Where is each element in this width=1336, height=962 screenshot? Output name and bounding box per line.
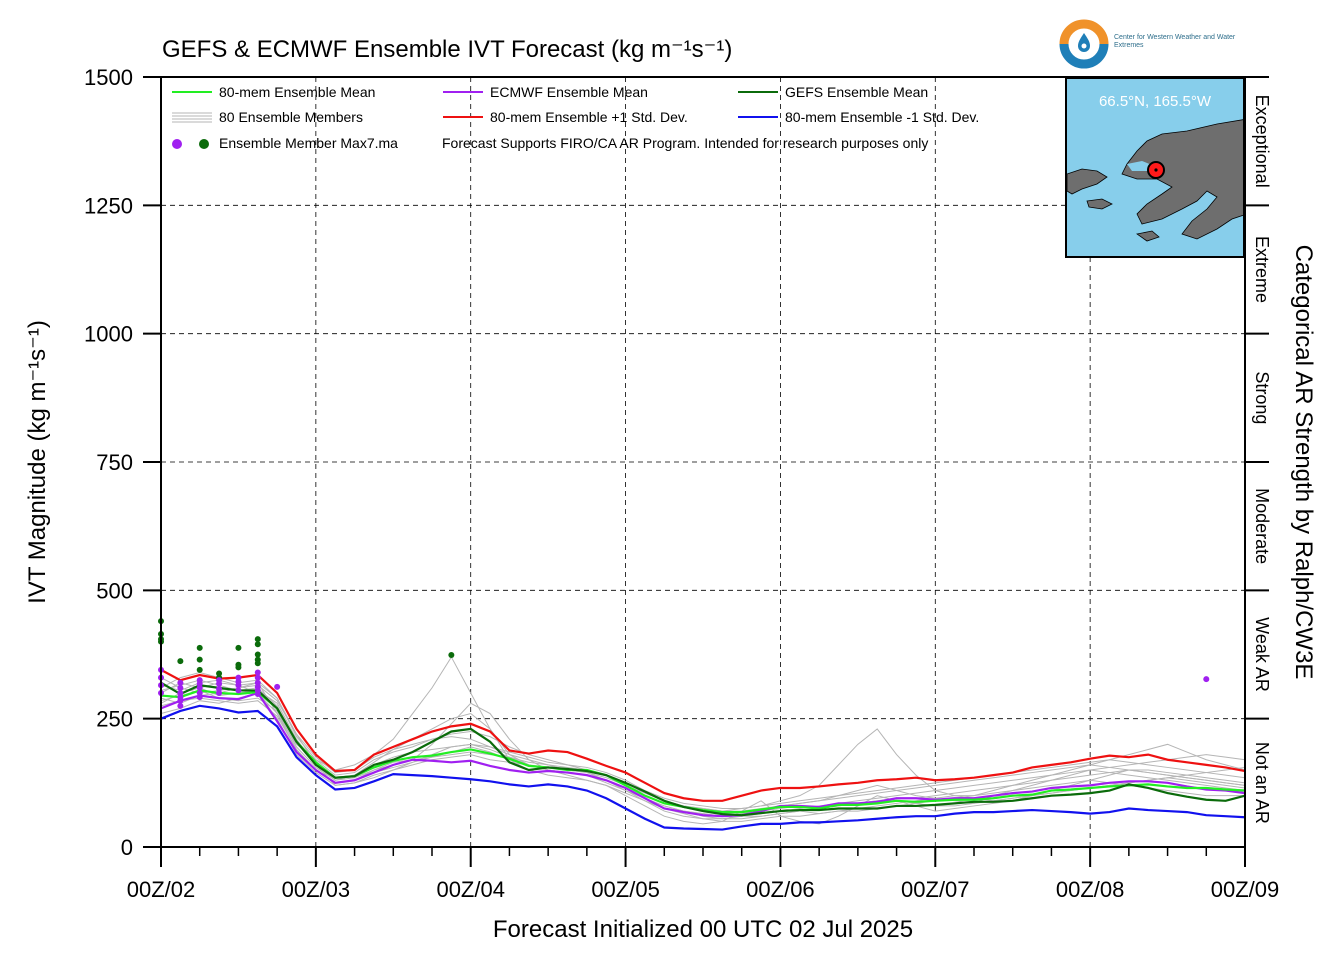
max-marker [177, 690, 184, 696]
y-tick-label: 1000 [84, 322, 133, 347]
ensemble-member-line [160, 671, 1246, 820]
ensemble-member-line [160, 679, 1246, 812]
category-label: Not an AR [1252, 742, 1272, 824]
category-bands: Not an AR Weak AR Moderate Strong Extreme Exc… [1245, 76, 1272, 824]
max-marker [177, 702, 184, 709]
max-marker [448, 652, 455, 659]
y-tick-label: 250 [96, 707, 133, 732]
location-inset-map: 66.5°N, 165.5°W [1065, 77, 1245, 258]
ensemble-member-line [160, 677, 1246, 817]
max-marker [216, 690, 223, 696]
legend-members-swatch [172, 112, 212, 123]
max-marker [216, 680, 223, 687]
max-marker [235, 644, 242, 651]
ensemble-member-line [160, 656, 1246, 825]
y-tick-label: 500 [96, 578, 133, 603]
y-tick-label: 1250 [84, 193, 133, 218]
max-marker [196, 684, 203, 691]
max-markers [158, 618, 1210, 709]
max-marker [196, 656, 203, 663]
legend-max-ecmwf-dot [172, 139, 182, 149]
y-tick-label: 750 [96, 450, 133, 475]
max-marker [254, 691, 261, 698]
max-marker [254, 660, 261, 667]
max-marker [1203, 676, 1210, 683]
chart-title: GEFS & ECMWF Ensemble IVT Forecast (kg m… [162, 36, 732, 63]
legend-note: Forecast Supports FIRO/CA AR Program. In… [442, 135, 928, 151]
max-marker [254, 669, 261, 676]
category-label: Weak AR [1252, 617, 1272, 692]
axes: 0 250 500 750 1000 1250 1500 00Z/02 00Z/03 00Z/04… [84, 65, 1279, 902]
max-marker [177, 658, 184, 665]
x-tick-label: 00Z/09 [1211, 877, 1280, 902]
series-line [160, 668, 1246, 802]
x-tick-label: 00Z/02 [127, 877, 196, 902]
x-tick-label: 00Z/04 [436, 877, 505, 902]
max-marker [177, 679, 184, 686]
x-tick-label: 00Z/06 [746, 877, 815, 902]
legend-minus-sd-label: 80-mem Ensemble -1 Std. Dev. [785, 109, 979, 125]
series-line [160, 704, 1246, 831]
ensemble-member-line [160, 697, 1246, 817]
max-marker [235, 687, 242, 694]
category-label: Exceptional [1252, 95, 1272, 188]
series-line [160, 691, 1246, 818]
y-tick-label: 1500 [84, 65, 133, 90]
category-axis-label: Categorical AR Strength by Ralph/CW3E [1290, 245, 1317, 680]
cw3e-logo-text: Center for Western Weather and Water Ext… [1114, 34, 1236, 49]
max-marker [235, 664, 242, 671]
max-marker [196, 680, 203, 687]
legend-members-label: 80 Ensemble Members [219, 109, 363, 125]
cw3e-logo: Center for Western Weather and Water Ext… [1058, 18, 1238, 74]
max-marker [196, 644, 203, 651]
max-marker [216, 685, 223, 692]
ensemble-member-line [160, 692, 1246, 822]
ensemble-member-line [160, 682, 1246, 812]
max-marker [196, 694, 203, 701]
max-marker [216, 670, 223, 677]
max-marker [177, 697, 184, 704]
y-tick-label: 0 [121, 835, 133, 860]
category-label: Moderate [1252, 488, 1272, 564]
legend-max-gefs-dot [199, 139, 209, 149]
grid [161, 77, 1245, 847]
x-tick-label: 00Z/08 [1056, 877, 1125, 902]
legend: 80-mem Ensemble Mean ECMWF Ensemble Mean… [172, 84, 979, 151]
max-marker [235, 682, 242, 689]
ensemble-member-line [160, 682, 1246, 820]
legend-mean80-label: 80-mem Ensemble Mean [219, 84, 375, 100]
max-marker [254, 641, 261, 648]
max-marker [254, 679, 261, 686]
max-marker [196, 690, 203, 696]
category-label: Extreme [1252, 236, 1272, 303]
y-axis-label: IVT Magnitude (kg m⁻¹s⁻¹) [24, 320, 51, 604]
x-tick-label: 00Z/03 [282, 877, 351, 902]
x-tick-label: 00Z/05 [591, 877, 660, 902]
ensemble-member-line [160, 689, 1245, 817]
series-lines [160, 668, 1246, 831]
legend-plus-sd-label: 80-mem Ensemble +1 Std. Dev. [490, 109, 688, 125]
legend-max-label: Ensemble Member Max7.ma [219, 135, 398, 151]
max-marker [254, 636, 261, 643]
x-tick-label: 00Z/07 [901, 877, 970, 902]
max-marker [254, 674, 261, 681]
inset-coordinates: 66.5°N, 165.5°W [1098, 93, 1212, 110]
legend-ecmwf-label: ECMWF Ensemble Mean [490, 84, 648, 100]
category-label: Strong [1252, 371, 1272, 424]
max-marker [274, 683, 281, 690]
max-marker [177, 684, 184, 691]
max-marker [196, 666, 203, 673]
x-axis-label: Forecast Initialized 00 UTC 02 Jul 2025 [493, 916, 913, 943]
max-marker [235, 674, 242, 681]
series-line [160, 681, 1246, 817]
max-marker [254, 651, 261, 658]
ensemble-members [160, 656, 1246, 825]
inset-land [1067, 119, 1243, 242]
cw3e-logo-icon [1059, 19, 1109, 69]
legend-gefs-label: GEFS Ensemble Mean [785, 84, 928, 100]
